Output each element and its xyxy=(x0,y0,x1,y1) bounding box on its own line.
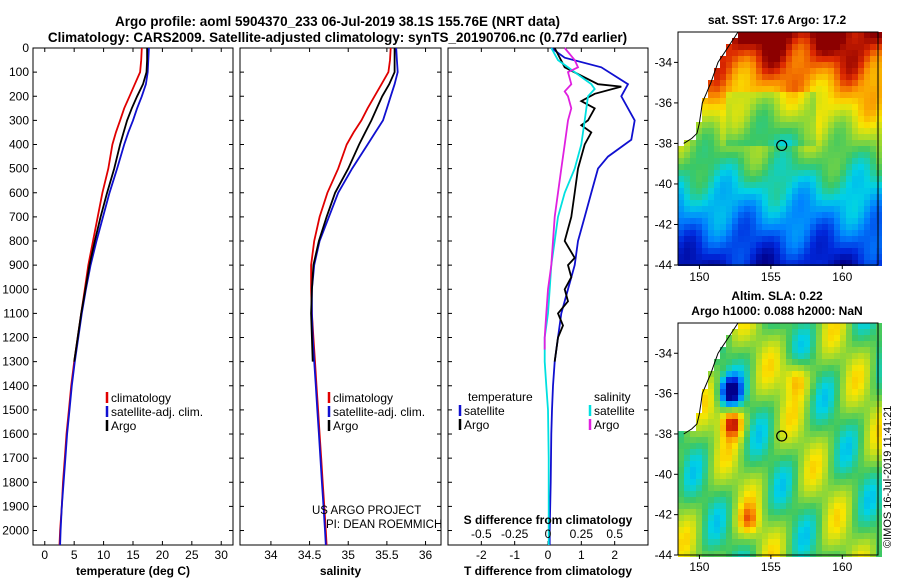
depth-tick-label: 1900 xyxy=(2,499,29,513)
depth-tick-label: 1500 xyxy=(2,403,29,417)
temperature-series-line-satellite xyxy=(59,47,150,546)
temperature-legend-2-label: Argo xyxy=(111,419,137,433)
depth-tick-label: 100 xyxy=(9,65,29,79)
temperature-plot-frame xyxy=(32,47,234,546)
depth-tick-label: 1000 xyxy=(2,282,29,296)
depth-tick-label: 1800 xyxy=(2,475,29,489)
depth-tick-label: 0 xyxy=(22,41,29,55)
depth-tick-label: 500 xyxy=(9,162,29,176)
temperature-xtick-label: 0 xyxy=(41,548,48,562)
depth-tick-label: 400 xyxy=(9,138,29,152)
temperature-xlabel: temperature (deg C) xyxy=(76,564,190,578)
depth-tick-label: 300 xyxy=(9,113,29,127)
depth-tick-label: 1400 xyxy=(2,379,29,393)
temperature-xtick-label: 15 xyxy=(126,548,140,562)
depth-tick-label: 800 xyxy=(9,234,29,248)
temperature-legend-0-label: climatology xyxy=(111,391,171,405)
depth-tick-label: 1600 xyxy=(2,427,29,441)
temperature-xtick-label: 25 xyxy=(185,548,199,562)
depth-tick-label: 2000 xyxy=(2,524,29,538)
temperature-xtick-label: 10 xyxy=(97,548,111,562)
depth-tick-label: 1700 xyxy=(2,451,29,465)
temperature-legend-1-label: satellite-adj. clim. xyxy=(111,405,203,419)
depth-tick-label: 1100 xyxy=(3,306,29,320)
depth-tick-label: 1300 xyxy=(2,355,29,369)
depth-tick-label: 1200 xyxy=(2,331,29,345)
temperature-xtick-label: 30 xyxy=(215,548,229,562)
temperature-xtick-label: 20 xyxy=(156,548,170,562)
depth-tick-label: 600 xyxy=(9,186,29,200)
depth-tick-label: 700 xyxy=(9,210,29,224)
figure-title-line1: Argo profile: aoml 5904370_233 06-Jul-20… xyxy=(115,14,560,29)
temperature-series-line-argo xyxy=(73,48,149,362)
depth-tick-label: 200 xyxy=(9,89,29,103)
figure-title-line2: Climatology: CARS2009. Satellite-adjuste… xyxy=(47,30,628,45)
depth-tick-label: 900 xyxy=(9,258,29,272)
temperature-xtick-label: 5 xyxy=(71,548,78,562)
